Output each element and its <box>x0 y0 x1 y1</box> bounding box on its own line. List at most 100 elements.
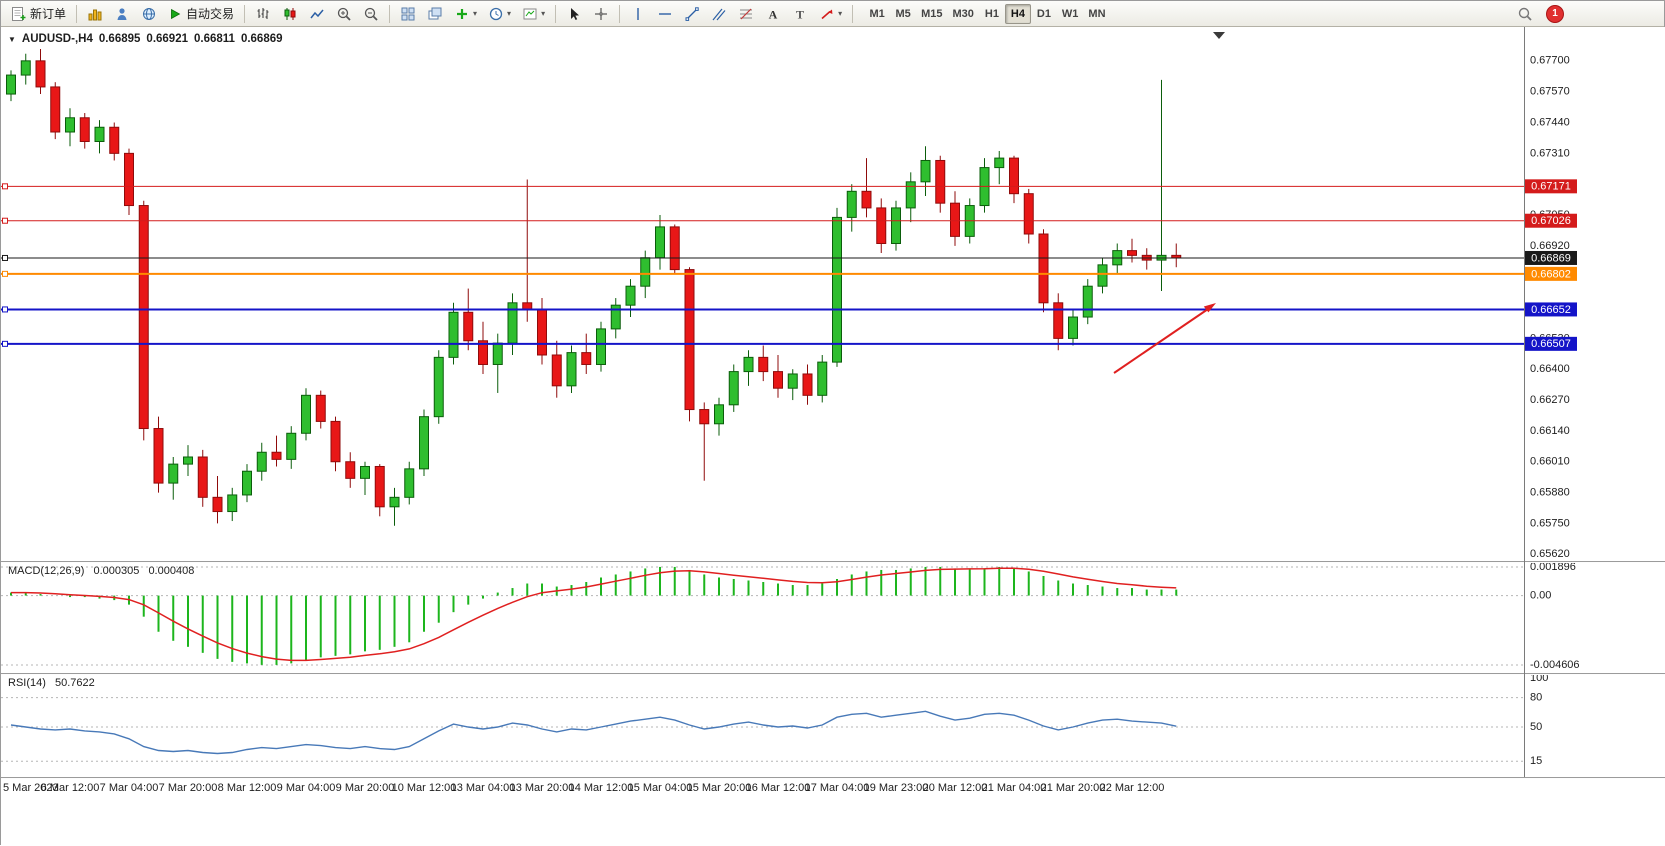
candle-body <box>138 205 149 430</box>
time-axis-label: 17 Mar 04:00 <box>805 782 870 794</box>
horizontal-line-objects <box>1 183 1524 347</box>
navigator-button[interactable] <box>136 3 162 24</box>
templates-button[interactable]: ▾ <box>517 3 550 24</box>
market-watch-button[interactable] <box>82 3 108 24</box>
cascade-windows-icon <box>428 7 442 19</box>
template-icon <box>523 8 537 19</box>
time-axis-label: 21 Mar 04:00 <box>982 782 1047 794</box>
trend-arrow[interactable] <box>1113 303 1216 374</box>
candle <box>979 158 990 213</box>
candle-body <box>463 311 474 342</box>
rsi-axis-label: 50 <box>1530 721 1542 733</box>
cursor-button[interactable] <box>561 3 587 24</box>
tile-windows-icon <box>401 7 415 20</box>
line-chart-icon <box>310 9 324 18</box>
candlestick-icon <box>284 7 296 20</box>
timeframe-m15-button[interactable]: M15 <box>916 4 947 24</box>
candle <box>197 449 208 507</box>
tile-windows-button[interactable] <box>395 3 421 24</box>
line-chart-button[interactable] <box>304 3 330 24</box>
time-axis-label: 10 Mar 12:00 <box>392 782 457 794</box>
crosshair-button[interactable] <box>588 3 614 24</box>
timeframe-w1-button[interactable]: W1 <box>1057 4 1084 24</box>
candle <box>846 184 857 232</box>
market-watch-icon <box>88 9 102 20</box>
trend-arrow-line[interactable] <box>1113 306 1212 374</box>
periods-button[interactable]: ▾ <box>483 3 516 24</box>
timeframe-h4-button[interactable]: H4 <box>1004 3 1031 24</box>
candle <box>79 113 90 149</box>
text-label-button[interactable]: T <box>787 3 813 24</box>
macd-indicator-label: MACD(12,26,9) 0.000305 0.000408 <box>8 565 194 577</box>
toolbar-separator <box>244 4 246 23</box>
timeframe-m5-button[interactable]: M5 <box>890 4 916 24</box>
candle-body <box>773 371 783 389</box>
cascade-windows-button[interactable] <box>422 3 448 24</box>
chart-window[interactable]: 0.677000.675700.674400.673100.671800.670… <box>1 27 1665 846</box>
bid-price-line-anchor[interactable] <box>2 254 8 261</box>
candle <box>1097 257 1108 294</box>
candle-body <box>905 181 916 209</box>
candle-body <box>891 207 901 244</box>
candle-body <box>743 356 754 373</box>
support-line-1-badge-label: 0.66652 <box>1531 304 1571 316</box>
price-axis-label: 0.65880 <box>1530 486 1570 498</box>
notifications-badge[interactable]: 1 <box>1546 4 1564 23</box>
zoom-in-button[interactable] <box>331 3 357 24</box>
support-line-2-anchor[interactable] <box>2 340 8 347</box>
time-axis-label: 15 Mar 04:00 <box>628 782 693 794</box>
zoom-out-icon <box>364 7 378 21</box>
timeframe-h1-button[interactable]: H1 <box>979 4 1005 24</box>
price-axis-label: 0.66920 <box>1530 240 1570 252</box>
toolbar-separator <box>76 4 78 23</box>
candle <box>581 333 592 374</box>
candle <box>1023 188 1034 244</box>
candle-body <box>876 207 887 244</box>
candle <box>507 293 518 355</box>
candle <box>212 475 223 524</box>
channel-button[interactable] <box>706 3 732 24</box>
timeframe-d1-button[interactable]: D1 <box>1031 4 1057 24</box>
time-axis-label: 6 Mar 12:00 <box>41 782 100 794</box>
fibonacci-button[interactable] <box>733 3 759 24</box>
zoom-out-button[interactable] <box>358 3 384 24</box>
add-indicator-icon <box>457 8 468 19</box>
data-window-button[interactable] <box>109 3 135 24</box>
candle-body <box>655 226 665 259</box>
text-button[interactable]: A <box>760 3 786 24</box>
resistance-line-2-badge-label: 0.67026 <box>1531 215 1571 227</box>
search-button[interactable] <box>1512 3 1538 24</box>
timeframe-m30-button[interactable]: M30 <box>948 4 979 24</box>
trendline-icon <box>685 6 699 21</box>
candle <box>596 321 606 372</box>
resistance-line-1-anchor[interactable] <box>2 183 8 190</box>
chart-canvas[interactable]: 0.677000.675700.674400.673100.671800.670… <box>1 27 1665 846</box>
bar-chart-button[interactable] <box>250 3 276 24</box>
trendline-button[interactable] <box>679 3 705 24</box>
price-axis-label: 0.67570 <box>1530 86 1570 98</box>
macd-signal-line <box>11 567 1177 662</box>
chart-shift-marker[interactable] <box>1213 32 1225 39</box>
timeframe-m1-button[interactable]: M1 <box>864 4 890 24</box>
candlestick-chart-button[interactable] <box>277 3 303 24</box>
timeframe-mn-button[interactable]: MN <box>1083 4 1110 24</box>
rsi-indicator-label: RSI(14) 50.7622 <box>8 677 95 689</box>
candle-body <box>345 461 356 479</box>
candle-body <box>787 373 798 389</box>
macd-title: MACD(12,26,9) <box>8 565 85 577</box>
autotrading-button[interactable]: 自动交易 <box>163 3 239 24</box>
pivot-line-anchor[interactable] <box>2 270 8 277</box>
new-order-button[interactable]: 新订单 <box>5 3 71 24</box>
crosshair-icon <box>595 7 608 20</box>
horizontal-line-icon <box>659 12 672 15</box>
horizontal-line-button[interactable] <box>652 3 678 24</box>
resistance-line-2-anchor[interactable] <box>2 217 8 224</box>
candle-body <box>227 494 238 513</box>
support-line-1-anchor[interactable] <box>2 306 8 313</box>
vertical-line-button[interactable] <box>625 3 651 24</box>
add-indicator-button[interactable]: ▾ <box>449 3 482 24</box>
pivot-line-badge <box>1525 266 1577 281</box>
arrows-button[interactable]: ▾ <box>814 3 847 24</box>
candle-body <box>581 352 592 365</box>
